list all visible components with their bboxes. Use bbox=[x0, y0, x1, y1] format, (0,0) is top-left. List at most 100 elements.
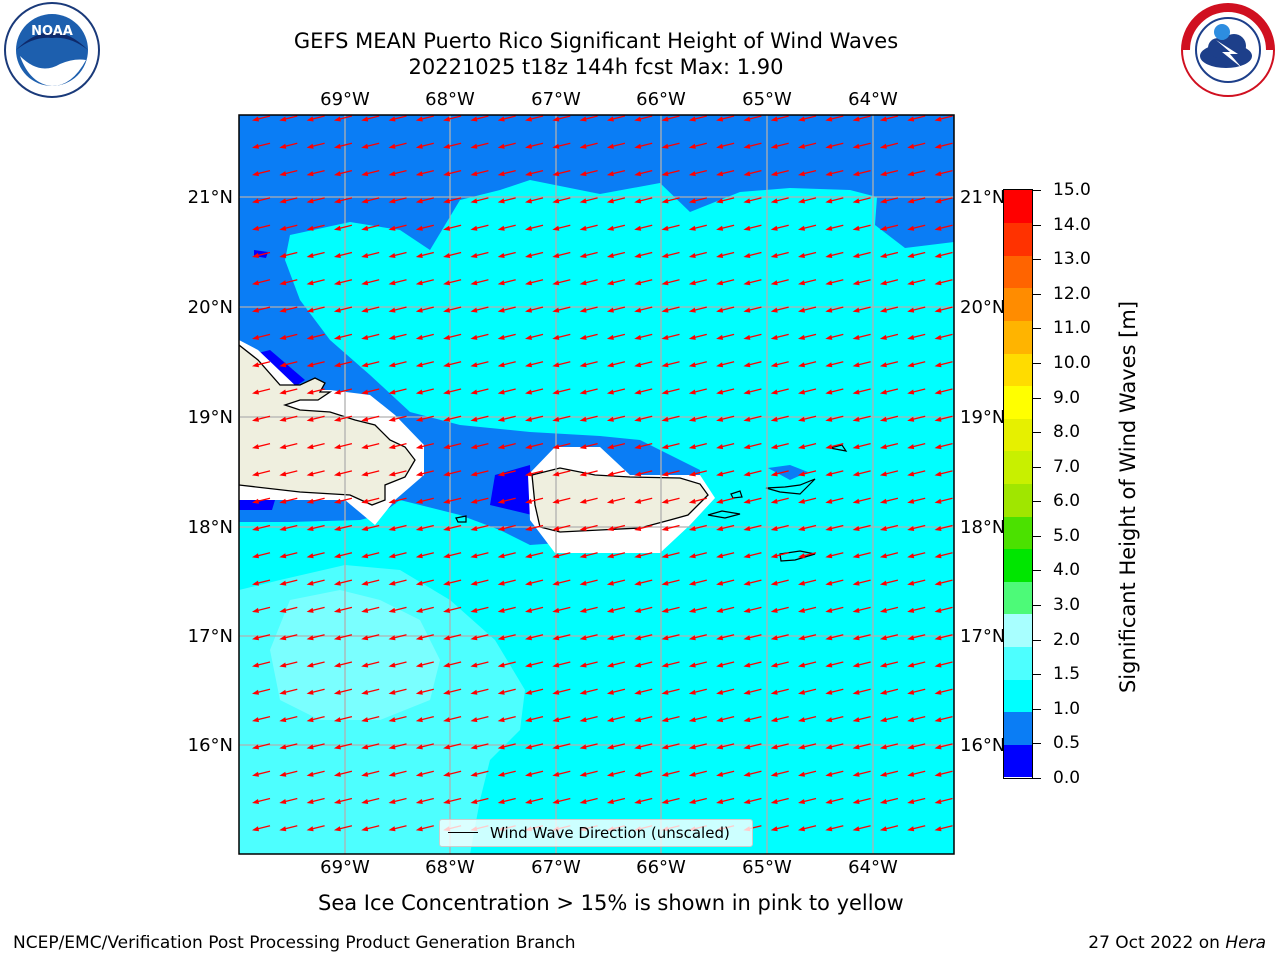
wind-wave-arrowhead bbox=[497, 253, 505, 258]
wind-wave-arrowhead bbox=[415, 580, 423, 586]
wind-wave-arrowhead bbox=[798, 826, 805, 832]
wind-wave-arrowhead bbox=[688, 717, 696, 723]
wind-wave-arrowhead bbox=[443, 444, 451, 450]
wind-wave-arrowhead bbox=[606, 444, 614, 450]
wind-wave-arrowhead bbox=[361, 771, 369, 777]
wind-wave-arrowhead bbox=[470, 744, 478, 750]
wind-wave-arrowhead bbox=[415, 717, 423, 723]
wind-wave-arrowhead bbox=[279, 717, 287, 723]
wind-wave-arrowhead bbox=[470, 389, 478, 395]
wind-wave-arrowhead bbox=[743, 416, 751, 422]
wind-wave-arrowhead bbox=[388, 416, 396, 422]
wind-wave-arrowhead bbox=[879, 307, 887, 313]
colorbar-tick bbox=[1033, 674, 1041, 676]
wind-wave-arrowhead bbox=[388, 280, 396, 286]
wind-wave-arrowhead bbox=[825, 198, 833, 204]
wind-wave-arrowhead bbox=[525, 253, 532, 258]
wind-wave-arrowhead bbox=[852, 635, 860, 641]
wind-wave-arrowhead bbox=[634, 416, 642, 422]
wind-wave-arrowhead bbox=[388, 362, 396, 368]
wind-wave-arrowhead bbox=[306, 143, 314, 149]
wind-wave-arrowhead bbox=[470, 280, 478, 286]
land-anegada bbox=[829, 444, 848, 452]
wind-wave-arrowhead bbox=[497, 389, 505, 395]
wind-wave-arrowhead bbox=[333, 799, 341, 804]
wind-wave-arrowhead bbox=[716, 307, 724, 313]
wind-wave-arrowhead bbox=[825, 771, 833, 777]
wind-wave-arrowhead bbox=[907, 362, 915, 368]
wind-wave-arrowhead bbox=[279, 362, 287, 368]
wind-wave-arrowhead bbox=[634, 580, 642, 586]
wind-wave-arrowhead bbox=[333, 744, 341, 750]
wind-wave-arrowhead bbox=[279, 826, 287, 832]
wind-wave-arrowhead bbox=[333, 307, 341, 313]
wind-wave-arrowhead bbox=[634, 771, 642, 777]
wind-wave-arrowhead bbox=[525, 198, 532, 204]
footer-host: Hera bbox=[1225, 933, 1266, 953]
wind-wave-arrowhead bbox=[934, 143, 942, 149]
wind-wave-arrowhead bbox=[798, 444, 805, 450]
wind-wave-arrowhead bbox=[361, 171, 369, 177]
wind-wave-arrowhead bbox=[661, 526, 669, 531]
wind-wave-arrowhead bbox=[606, 307, 614, 313]
wind-wave-direction-arrows bbox=[252, 115, 953, 832]
wind-wave-arrowhead bbox=[634, 662, 642, 668]
wind-wave-arrowhead bbox=[470, 198, 478, 204]
wind-wave-arrowhead bbox=[497, 607, 505, 613]
wind-wave-arrowhead bbox=[907, 116, 915, 122]
wind-wave-arrowhead bbox=[306, 607, 314, 613]
wind-wave-arrowhead bbox=[443, 744, 451, 750]
wind-wave-arrowhead bbox=[770, 526, 778, 531]
wind-wave-arrowhead bbox=[634, 799, 642, 804]
land-culebra bbox=[730, 490, 743, 499]
wind-wave-arrowhead bbox=[825, 280, 833, 286]
colorbar-tick-label: 11.0 bbox=[1053, 318, 1091, 339]
wind-wave-arrowhead bbox=[743, 607, 751, 613]
lat-label-left: 18°N bbox=[187, 517, 233, 538]
wind-wave-arrowhead bbox=[552, 225, 560, 231]
wind-wave-arrowhead bbox=[497, 280, 505, 286]
wind-wave-arrowhead bbox=[825, 116, 833, 122]
wind-wave-arrowhead bbox=[825, 689, 833, 695]
wind-wave-arrowhead bbox=[252, 225, 259, 231]
wind-wave-arrowhead bbox=[879, 416, 887, 422]
wind-wave-arrowhead bbox=[770, 444, 778, 450]
wind-wave-arrowhead bbox=[907, 171, 915, 177]
wind-wave-arrowhead bbox=[415, 334, 423, 340]
wind-wave-arrowhead bbox=[470, 171, 478, 177]
wind-wave-arrowhead bbox=[525, 444, 532, 450]
wind-wave-arrowhead bbox=[443, 225, 451, 231]
wind-wave-arrowhead bbox=[688, 526, 696, 531]
wind-wave-arrowhead bbox=[388, 225, 396, 231]
wind-wave-arrowhead bbox=[716, 334, 724, 340]
wind-wave-arrowhead bbox=[361, 116, 369, 122]
wind-wave-arrowhead bbox=[661, 607, 669, 613]
wind-wave-arrowhead bbox=[470, 717, 478, 723]
colorbar-segment bbox=[1004, 483, 1032, 517]
wind-wave-arrowhead bbox=[552, 362, 560, 368]
land-st-croix bbox=[779, 550, 816, 562]
lat-label-right: 20°N bbox=[960, 297, 1006, 318]
wind-wave-arrowhead bbox=[497, 662, 505, 668]
lon-label-top: 69°W bbox=[320, 89, 370, 110]
wind-wave-arrowhead bbox=[470, 143, 478, 149]
wind-wave-arrowhead bbox=[306, 198, 314, 204]
wind-wave-arrowhead bbox=[825, 444, 833, 450]
wind-wave-arrowhead bbox=[825, 526, 833, 531]
wind-wave-arrowhead bbox=[879, 171, 887, 177]
wind-wave-arrowhead bbox=[770, 389, 778, 395]
wind-wave-arrowhead bbox=[306, 498, 314, 504]
wind-wave-arrowhead bbox=[661, 307, 669, 313]
wind-wave-arrowhead bbox=[743, 744, 751, 750]
wind-wave-arrowhead bbox=[443, 689, 451, 695]
wind-wave-arrowhead bbox=[361, 389, 369, 395]
wind-wave-arrowhead bbox=[252, 689, 259, 695]
lat-label-right: 19°N bbox=[960, 407, 1006, 428]
wind-wave-arrowhead bbox=[579, 389, 587, 395]
wind-wave-arrowhead bbox=[770, 116, 778, 122]
wind-wave-arrowhead bbox=[306, 744, 314, 750]
wind-wave-arrowhead bbox=[497, 116, 505, 122]
wind-wave-arrowhead bbox=[333, 635, 341, 641]
wind-wave-arrowhead bbox=[552, 389, 560, 395]
wind-wave-arrowhead bbox=[879, 526, 887, 531]
